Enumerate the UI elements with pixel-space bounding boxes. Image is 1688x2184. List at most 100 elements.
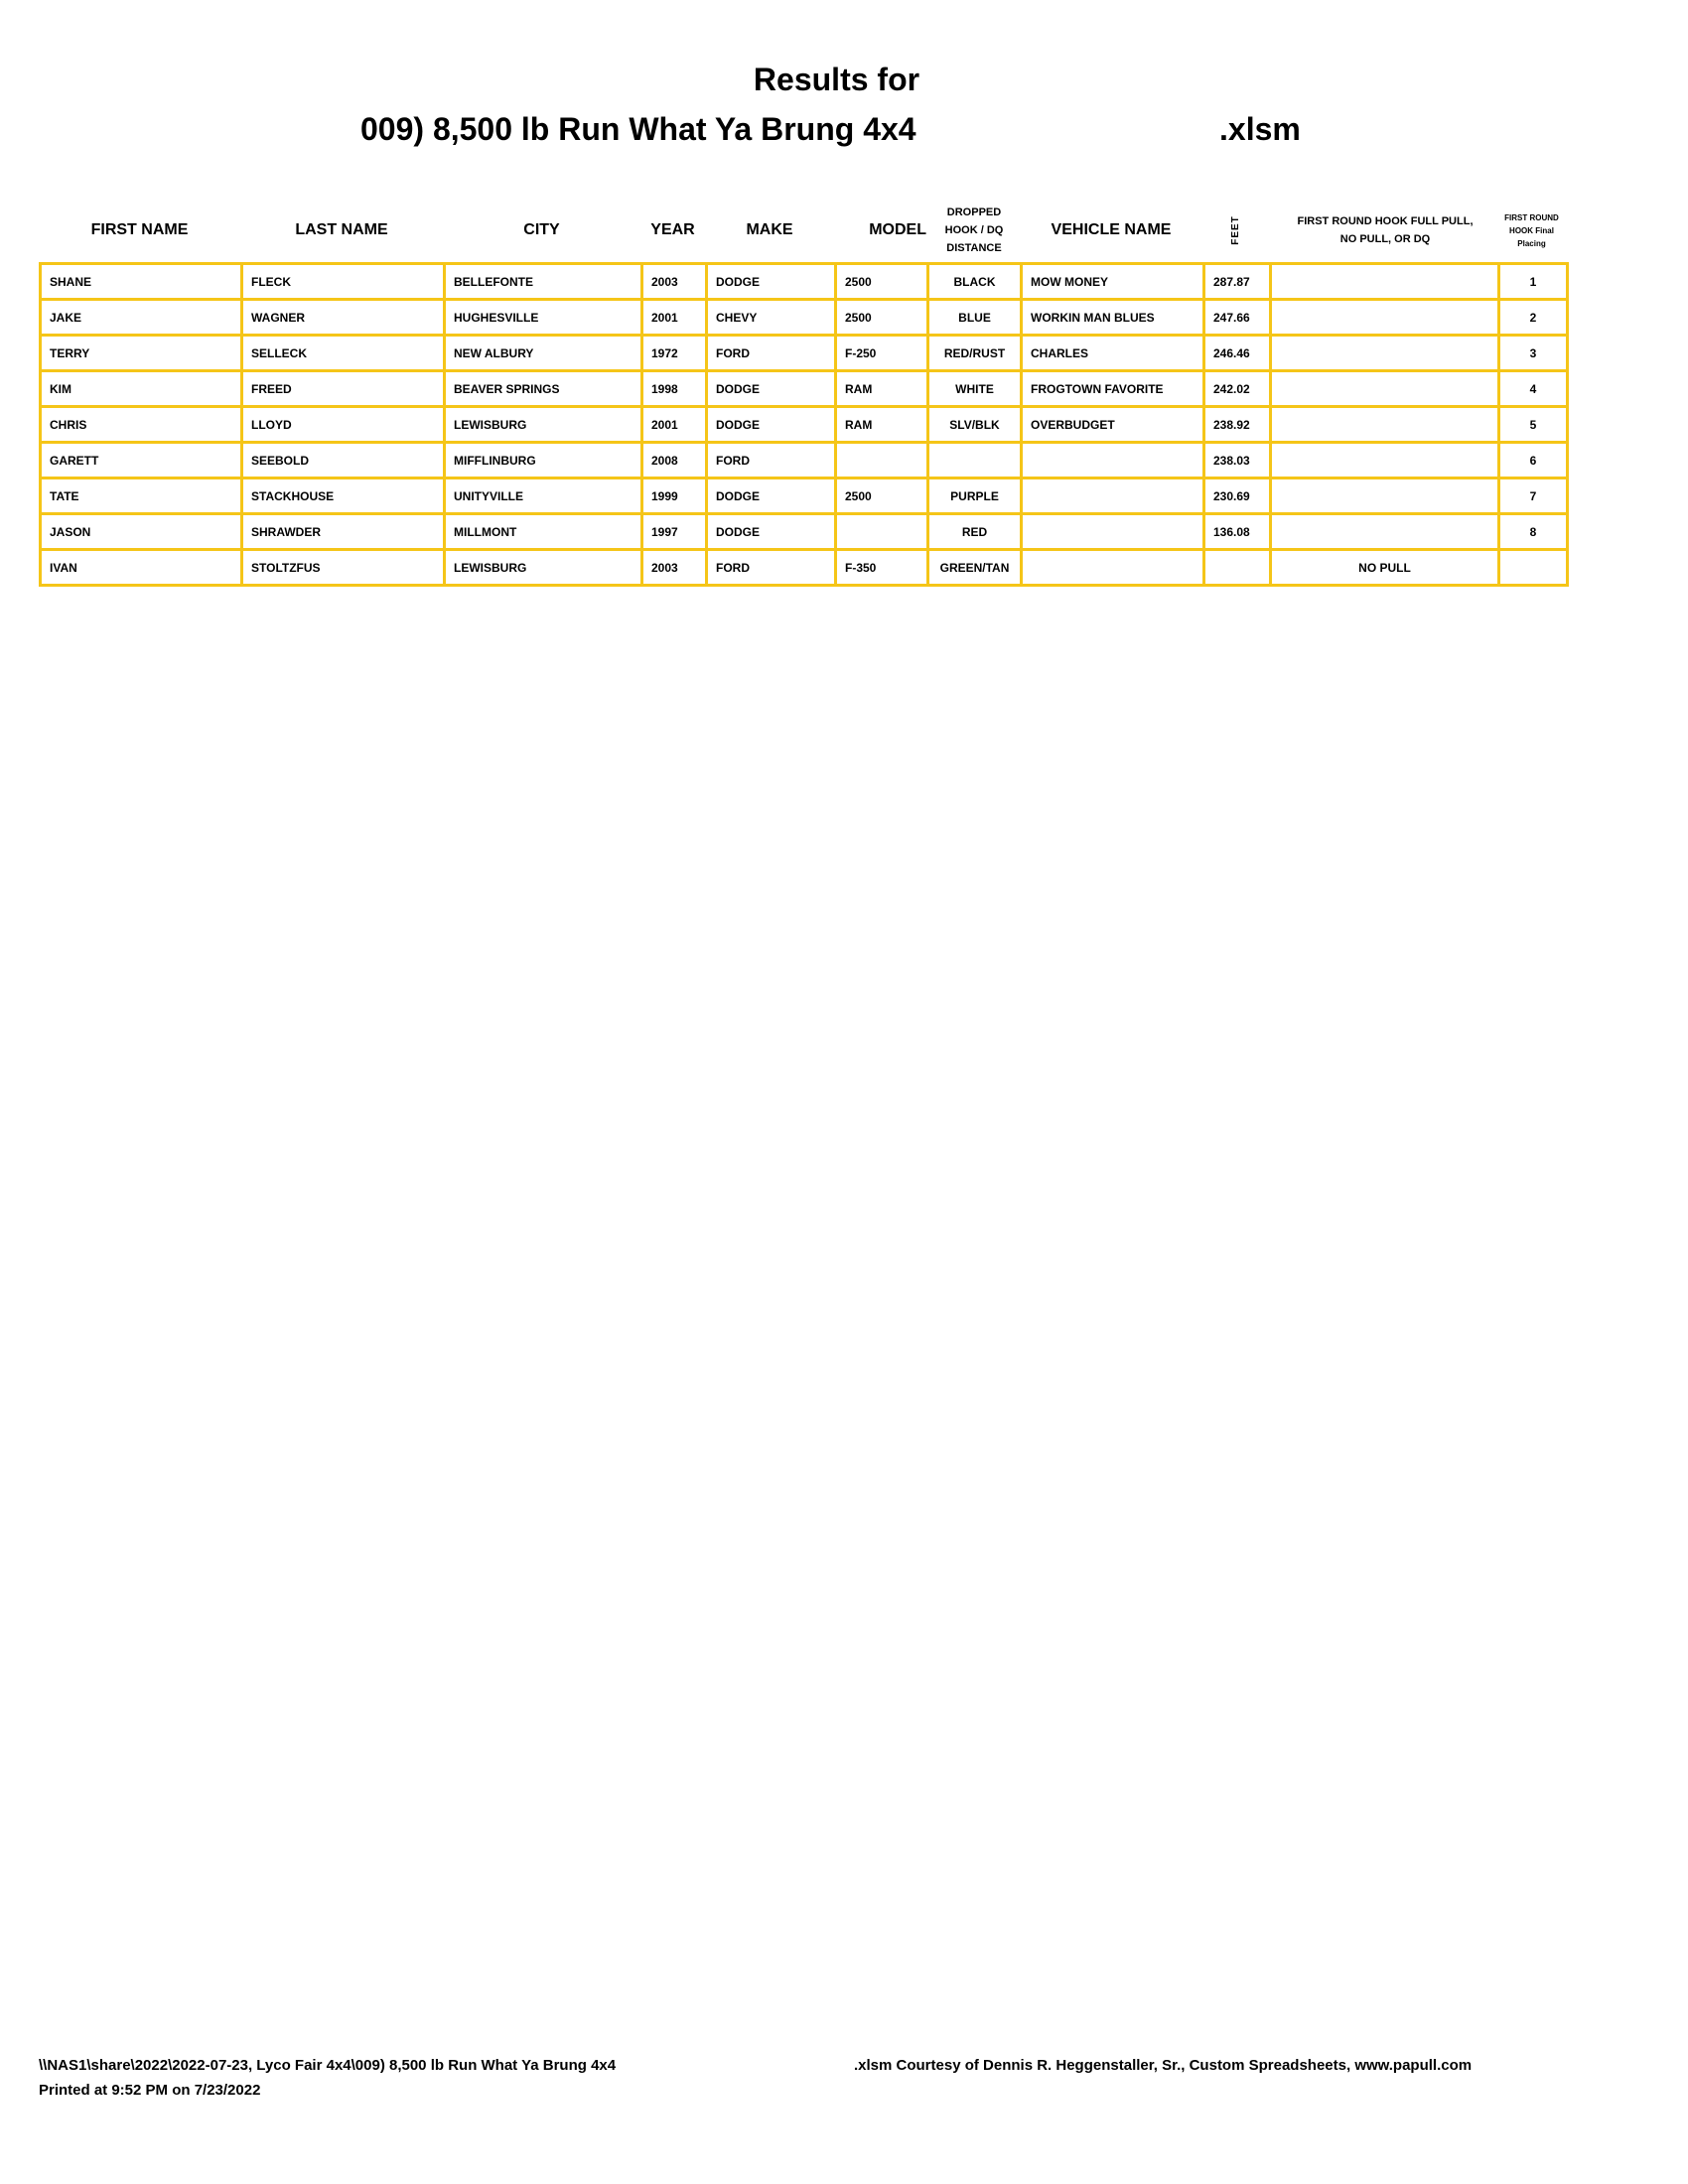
results-table: SHANE FLECK BELLEFONTE 2003 DODGE 2500 BLACK MO… — [39, 262, 1569, 587]
cell-first-round-hook — [1269, 405, 1500, 444]
cell-city: UNITYVILLE — [443, 477, 643, 515]
cell-dropped-hook: BLUE — [926, 298, 1023, 337]
cell-first-name: KIM — [39, 369, 243, 408]
table-row: GARETT SEEBOLD MIFFLINBURG 2008 FORD 238.03 6 — [39, 441, 1569, 479]
cell-first-round-hook — [1269, 512, 1500, 551]
cell-last-name: FREED — [240, 369, 446, 408]
cell-feet: 238.92 — [1202, 405, 1272, 444]
cell-dropped-hook: RED — [926, 512, 1023, 551]
cell-final-placing: 6 — [1497, 441, 1569, 479]
class-name: 009) 8,500 lb Run What Ya Brung 4x4 — [360, 111, 916, 147]
table-row: SHANE FLECK BELLEFONTE 2003 DODGE 2500 BLACK MO… — [39, 262, 1569, 301]
cell-model: F-350 — [834, 548, 929, 587]
cell-model: 2500 — [834, 477, 929, 515]
cell-vehicle-name: OVERBUDGET — [1020, 405, 1205, 444]
cell-year: 1997 — [640, 512, 708, 551]
header-final-placing: FIRST ROUND HOOK Final Placing — [1504, 212, 1559, 248]
page-title: Results for — [753, 62, 920, 97]
cell-year: 1999 — [640, 477, 708, 515]
header-year: YEAR — [650, 221, 695, 238]
cell-first-round-hook — [1269, 298, 1500, 337]
cell-first-name: CHRIS — [39, 405, 243, 444]
cell-year: 2003 — [640, 548, 708, 587]
cell-vehicle-name: CHARLES — [1020, 334, 1205, 372]
cell-feet: 246.46 — [1202, 334, 1272, 372]
cell-model: 2500 — [834, 262, 929, 301]
cell-year: 2001 — [640, 405, 708, 444]
cell-first-name: GARETT — [39, 441, 243, 479]
cell-feet: 287.87 — [1202, 262, 1272, 301]
table-row: TERRY SELLECK NEW ALBURY 1972 FORD F-250 RED/R… — [39, 334, 1569, 372]
cell-city: HUGHESVILLE — [443, 298, 643, 337]
cell-model: RAM — [834, 369, 929, 408]
cell-model: RAM — [834, 405, 929, 444]
cell-dropped-hook: BLACK — [926, 262, 1023, 301]
cell-first-name: SHANE — [39, 262, 243, 301]
cell-vehicle-name — [1020, 477, 1205, 515]
cell-make: DODGE — [705, 477, 837, 515]
cell-make: DODGE — [705, 512, 837, 551]
cell-last-name: LLOYD — [240, 405, 446, 444]
cell-make: FORD — [705, 334, 837, 372]
table-row: JASON SHRAWDER MILLMONT 1997 DODGE RED 136.08 8 — [39, 512, 1569, 551]
table-row: CHRIS LLOYD LEWISBURG 2001 DODGE RAM SLV/BLK OV… — [39, 405, 1569, 444]
cell-model — [834, 512, 929, 551]
cell-final-placing: 8 — [1497, 512, 1569, 551]
header-model: MODEL — [869, 221, 926, 238]
cell-city: BELLEFONTE — [443, 262, 643, 301]
cell-city: NEW ALBURY — [443, 334, 643, 372]
table-row: IVAN STOLTZFUS LEWISBURG 2003 FORD F-350 GREEN… — [39, 548, 1569, 587]
cell-feet: 136.08 — [1202, 512, 1272, 551]
header-dropped-hook: DROPPED HOOK / DQ DISTANCE — [944, 206, 1004, 254]
header-last-name: LAST NAME — [295, 221, 388, 238]
cell-final-placing: 2 — [1497, 298, 1569, 337]
header-feet-label: FEET — [1229, 215, 1241, 245]
cell-year: 1972 — [640, 334, 708, 372]
cell-dropped-hook: SLV/BLK — [926, 405, 1023, 444]
cell-make: DODGE — [705, 262, 837, 301]
cell-final-placing: 3 — [1497, 334, 1569, 372]
table-row: KIM FREED BEAVER SPRINGS 1998 DODGE RAM WHITE F… — [39, 369, 1569, 408]
cell-vehicle-name: FROGTOWN FAVORITE — [1020, 369, 1205, 408]
cell-dropped-hook: RED/RUST — [926, 334, 1023, 372]
cell-city: BEAVER SPRINGS — [443, 369, 643, 408]
cell-final-placing: 5 — [1497, 405, 1569, 444]
cell-vehicle-name — [1020, 512, 1205, 551]
table-row: TATE STACKHOUSE UNITYVILLE 1999 DODGE 2500 PUR… — [39, 477, 1569, 515]
cell-first-name: TERRY — [39, 334, 243, 372]
cell-city: MILLMONT — [443, 512, 643, 551]
cell-city: MIFFLINBURG — [443, 441, 643, 479]
cell-feet: 230.69 — [1202, 477, 1272, 515]
cell-dropped-hook: GREEN/TAN — [926, 548, 1023, 587]
cell-first-round-hook — [1269, 441, 1500, 479]
cell-dropped-hook: PURPLE — [926, 477, 1023, 515]
cell-first-round-hook — [1269, 369, 1500, 408]
cell-last-name: SELLECK — [240, 334, 446, 372]
cell-dropped-hook: WHITE — [926, 369, 1023, 408]
cell-model: F-250 — [834, 334, 929, 372]
footer-printed: Printed at 9:52 PM on 7/23/2022 — [39, 2082, 261, 2099]
cell-year: 2001 — [640, 298, 708, 337]
cell-vehicle-name — [1020, 441, 1205, 479]
cell-dropped-hook — [926, 441, 1023, 479]
header-first-round-hook: FIRST ROUND HOOK FULL PULL, NO PULL, OR … — [1297, 215, 1474, 245]
cell-feet: 247.66 — [1202, 298, 1272, 337]
cell-feet: 242.02 — [1202, 369, 1272, 408]
footer-courtesy: .xlsm Courtesy of Dennis R. Heggenstalle… — [854, 2057, 1473, 2074]
cell-city: LEWISBURG — [443, 548, 643, 587]
cell-last-name: STOLTZFUS — [240, 548, 446, 587]
cell-first-name: IVAN — [39, 548, 243, 587]
cell-make: DODGE — [705, 405, 837, 444]
cell-first-round-hook: NO PULL — [1269, 548, 1500, 587]
cell-last-name: STACKHOUSE — [240, 477, 446, 515]
table-row: JAKE WAGNER HUGHESVILLE 2001 CHEVY 2500 BLUE WO… — [39, 298, 1569, 337]
cell-final-placing — [1497, 548, 1569, 587]
cell-first-name: JASON — [39, 512, 243, 551]
cell-last-name: WAGNER — [240, 298, 446, 337]
cell-vehicle-name: WORKIN MAN BLUES — [1020, 298, 1205, 337]
cell-make: CHEVY — [705, 298, 837, 337]
cell-model: 2500 — [834, 298, 929, 337]
cell-year: 2008 — [640, 441, 708, 479]
header-vehicle-name: VEHICLE NAME — [1051, 221, 1172, 238]
header-city: CITY — [523, 221, 560, 238]
